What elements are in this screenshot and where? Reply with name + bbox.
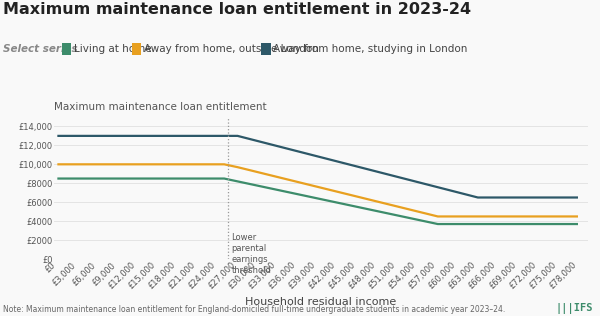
Text: Note: Maximum maintenance loan entitlement for England-domiciled full-time under: Note: Maximum maintenance loan entitleme… [3, 306, 505, 314]
Text: Household residual income: Household residual income [245, 296, 397, 307]
Text: |||IFS: |||IFS [556, 303, 593, 314]
Text: Away from home, studying in London: Away from home, studying in London [274, 44, 468, 54]
Text: Maximum maintenance loan entitlement in 2023-24: Maximum maintenance loan entitlement in … [3, 2, 471, 16]
Text: Select series: Select series [3, 44, 77, 54]
Text: Away from home, outside London: Away from home, outside London [144, 44, 319, 54]
Text: Lower
parental
earnings
threshold: Lower parental earnings threshold [232, 233, 271, 275]
Text: Living at home: Living at home [74, 44, 151, 54]
Text: Maximum maintenance loan entitlement: Maximum maintenance loan entitlement [54, 102, 266, 112]
